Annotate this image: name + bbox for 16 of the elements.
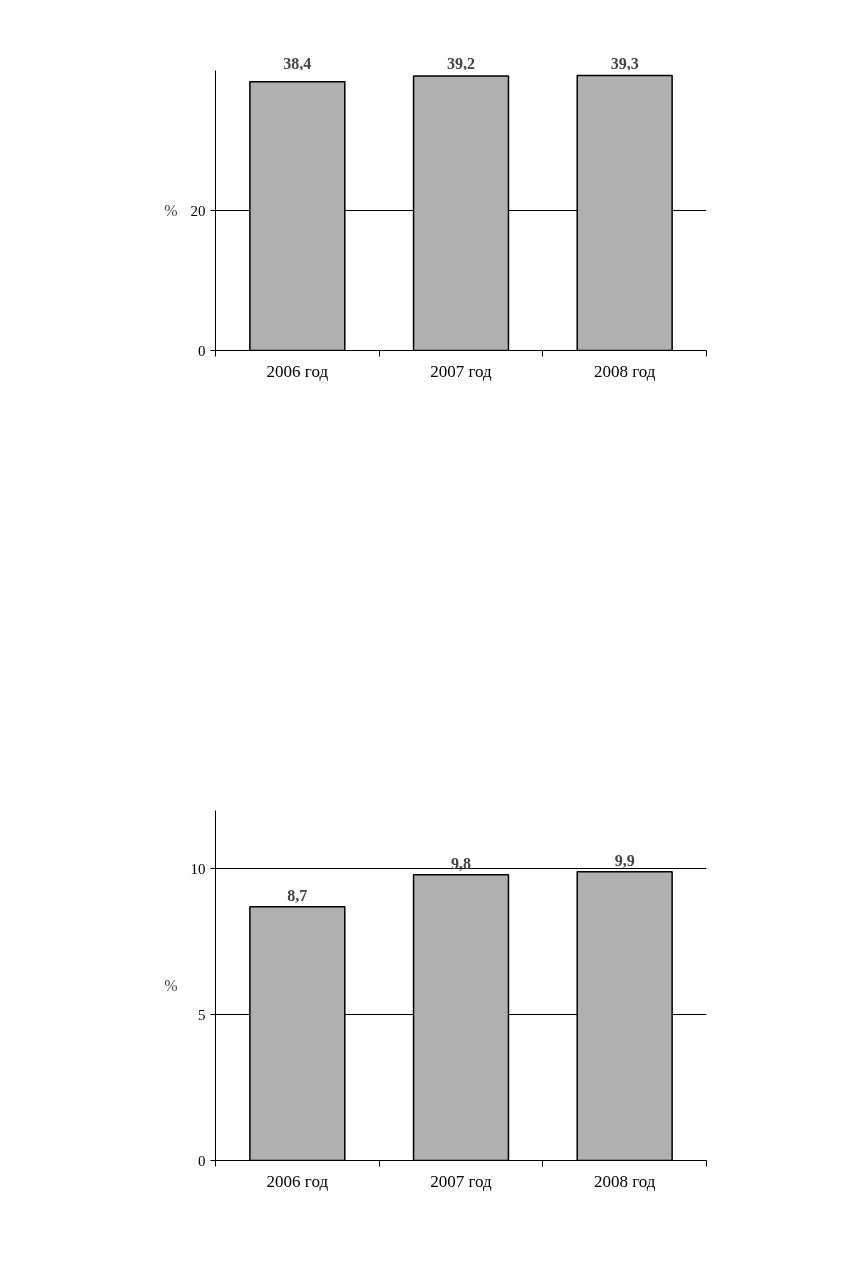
y-axis-title: % <box>164 202 178 219</box>
y-tick-label: 0 <box>198 1152 206 1169</box>
data-label: 9,8 <box>451 854 471 872</box>
x-tick-label: 2007 год <box>430 1171 493 1191</box>
data-label: 9,9 <box>614 851 635 869</box>
y-tick-label: 10 <box>190 860 206 877</box>
x-tick-label: 2006 год <box>266 361 329 381</box>
x-tick-label: 2006 год <box>266 1171 329 1191</box>
y-tick-label: 20 <box>190 202 206 219</box>
x-tick-label: 2007 год <box>430 361 493 381</box>
data-label: 8,7 <box>287 886 308 904</box>
y-axis-title: % <box>164 977 178 994</box>
y-tick-label: 0 <box>198 342 206 359</box>
x-tick-label: 2008 год <box>593 1171 656 1191</box>
x-tick-label: 2008 год <box>593 361 656 381</box>
y-tick-label: 5 <box>198 1006 206 1023</box>
